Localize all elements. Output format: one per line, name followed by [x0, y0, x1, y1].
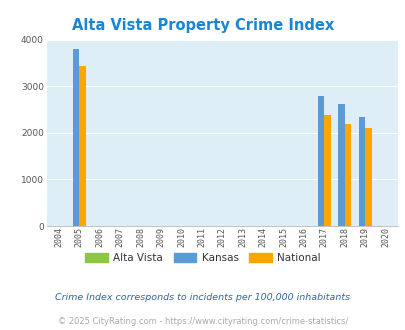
Bar: [79, 66, 86, 226]
Bar: [344, 124, 350, 226]
Bar: [364, 128, 371, 226]
Bar: [317, 95, 324, 226]
Text: Alta Vista Property Crime Index: Alta Vista Property Crime Index: [72, 18, 333, 33]
Text: © 2025 CityRating.com - https://www.cityrating.com/crime-statistics/: © 2025 CityRating.com - https://www.city…: [58, 317, 347, 326]
Text: Crime Index corresponds to incidents per 100,000 inhabitants: Crime Index corresponds to incidents per…: [55, 293, 350, 302]
Bar: [324, 115, 330, 226]
Bar: [358, 117, 364, 226]
Legend: Alta Vista, Kansas, National: Alta Vista, Kansas, National: [81, 248, 324, 267]
Bar: [72, 49, 79, 226]
Bar: [337, 104, 344, 226]
